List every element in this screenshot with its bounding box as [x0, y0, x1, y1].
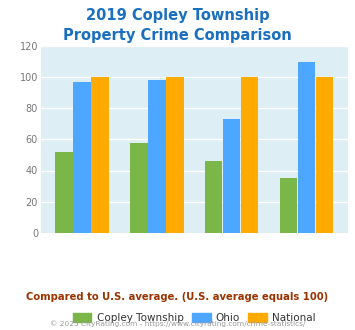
Text: © 2025 CityRating.com - https://www.cityrating.com/crime-statistics/: © 2025 CityRating.com - https://www.city…: [50, 321, 305, 327]
Bar: [73, 82, 91, 233]
Legend: Copley Township, Ohio, National: Copley Township, Ohio, National: [69, 309, 320, 327]
Bar: [298, 62, 315, 233]
Bar: [205, 161, 223, 233]
Bar: [316, 77, 333, 233]
Bar: [91, 77, 109, 233]
Text: Compared to U.S. average. (U.S. average equals 100): Compared to U.S. average. (U.S. average …: [26, 292, 329, 302]
Bar: [223, 119, 240, 233]
Bar: [55, 152, 73, 233]
Bar: [148, 81, 165, 233]
Bar: [166, 77, 184, 233]
Text: 2019 Copley Township: 2019 Copley Township: [86, 8, 269, 23]
Bar: [130, 143, 148, 233]
Bar: [241, 77, 258, 233]
Bar: [280, 178, 297, 233]
Text: Property Crime Comparison: Property Crime Comparison: [63, 28, 292, 43]
